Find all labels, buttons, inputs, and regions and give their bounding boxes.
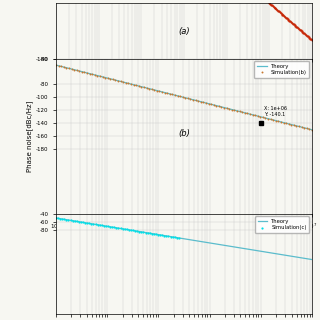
Simulation(b) [186, 97, 190, 100]
Simulation(c) [85, 221, 89, 225]
Text: (b): (b) [178, 129, 190, 138]
Simulation(c) [131, 228, 135, 232]
Simulation(b) [207, 102, 211, 106]
Theory [206, 102, 210, 106]
Simulation(b) [310, 128, 314, 132]
Theory [206, 241, 210, 244]
Line: Simulation(c): Simulation(c) [55, 217, 180, 239]
Theory [270, 118, 274, 122]
X-axis label: Offset frequency[Hz]: Offset frequency[Hz] [144, 232, 224, 241]
Simulation(c) [94, 222, 98, 226]
Line: Theory: Theory [56, 218, 312, 260]
Theory [206, 101, 210, 105]
Theory [286, 254, 290, 258]
Simulation(c) [177, 236, 181, 240]
Simulation(b) [289, 123, 293, 126]
Text: X: 1e+06
Y: -140.1: X: 1e+06 Y: -140.1 [264, 106, 287, 116]
Simulation(b) [114, 78, 117, 82]
Theory [211, 242, 215, 245]
Simulation(b) [103, 76, 107, 79]
X-axis label: Offset frequency[Hz]: Offset frequency[Hz] [144, 68, 224, 77]
Line: Simulation(b): Simulation(b) [55, 64, 313, 131]
Legend: Theory, Simulation(c): Theory, Simulation(c) [255, 216, 309, 233]
Simulation(c) [75, 220, 79, 223]
Theory [54, 216, 58, 220]
Theory [310, 258, 314, 261]
Line: Theory: Theory [56, 65, 312, 130]
Simulation(b) [54, 63, 58, 67]
Theory [54, 63, 58, 67]
Simulation(c) [54, 216, 58, 220]
Simulation(c) [96, 223, 100, 227]
Theory [310, 128, 314, 132]
Simulation(c) [90, 222, 93, 226]
Theory [55, 216, 59, 220]
Theory [55, 63, 59, 67]
Text: (a): (a) [178, 27, 190, 36]
Theory [211, 103, 215, 107]
Theory [206, 241, 210, 245]
Simulation(b) [297, 124, 301, 128]
Y-axis label: Phase noise[dBc/Hz]: Phase noise[dBc/Hz] [26, 100, 33, 172]
Legend: Theory, Simulation(b): Theory, Simulation(b) [254, 61, 309, 78]
Theory [286, 122, 290, 126]
Theory [270, 251, 274, 255]
